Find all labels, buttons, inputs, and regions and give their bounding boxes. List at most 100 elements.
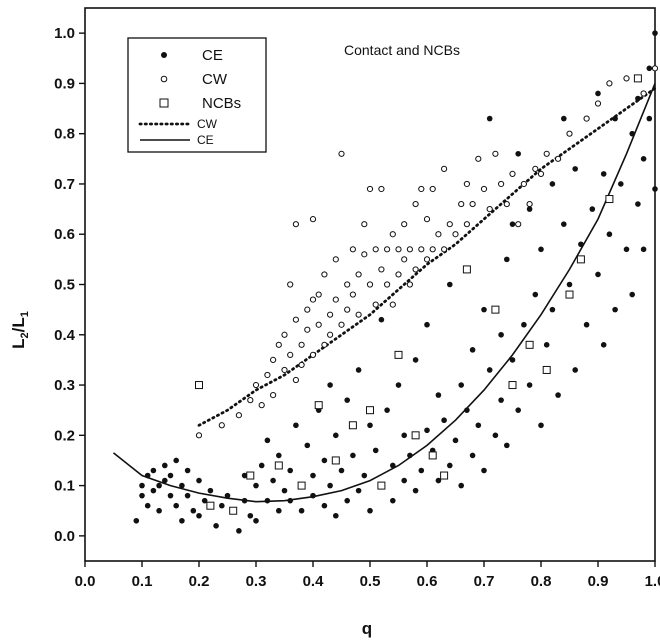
point-ce bbox=[635, 201, 641, 207]
point-cw bbox=[304, 306, 311, 313]
point-ce bbox=[623, 246, 630, 253]
point-cw bbox=[452, 231, 459, 238]
legend-label-ce: CE bbox=[197, 133, 214, 147]
point-cw bbox=[389, 301, 396, 308]
point-ce bbox=[572, 166, 578, 172]
y-tick-label: 0.7 bbox=[54, 176, 75, 193]
chart-annotation: Contact and NCBs bbox=[344, 42, 460, 58]
point-ce bbox=[555, 392, 561, 398]
point-cw bbox=[298, 341, 305, 348]
legend-label-ncbs: NCBs bbox=[202, 95, 241, 112]
point-cw bbox=[321, 271, 328, 278]
point-ce bbox=[486, 367, 493, 373]
point-ce bbox=[190, 507, 197, 514]
point-ncbs bbox=[491, 305, 500, 314]
point-ce bbox=[196, 477, 202, 484]
point-cw bbox=[332, 256, 339, 263]
point-ncbs bbox=[348, 421, 357, 430]
point-ce bbox=[338, 467, 345, 474]
x-tick-label: 0.2 bbox=[189, 573, 210, 590]
point-cw bbox=[292, 376, 299, 384]
point-cw bbox=[292, 221, 299, 228]
point-ce bbox=[264, 497, 271, 504]
point-cw bbox=[275, 341, 282, 348]
point-ce bbox=[207, 487, 214, 494]
point-cw bbox=[509, 170, 516, 177]
point-ce bbox=[150, 487, 157, 494]
point-cw bbox=[566, 130, 573, 137]
point-ncbs bbox=[576, 255, 585, 264]
point-ce bbox=[578, 241, 584, 248]
point-ce bbox=[201, 497, 208, 504]
point-cw bbox=[309, 351, 317, 358]
point-ce bbox=[509, 357, 516, 363]
point-cw bbox=[292, 316, 299, 323]
point-cw bbox=[389, 231, 396, 238]
x-tick-label: 0.0 bbox=[75, 573, 96, 590]
point-cw bbox=[327, 331, 334, 338]
point-cw bbox=[532, 165, 539, 172]
point-ncbs bbox=[565, 290, 574, 299]
point-ce bbox=[515, 150, 521, 157]
point-cw bbox=[344, 306, 351, 313]
point-ce bbox=[475, 422, 482, 429]
x-tick-label: 0.1 bbox=[132, 573, 153, 590]
point-cw bbox=[270, 392, 277, 399]
point-ce bbox=[355, 487, 362, 494]
point-cw bbox=[355, 271, 362, 278]
point-ncbs bbox=[428, 451, 437, 460]
y-tick-label: 0.4 bbox=[54, 327, 76, 344]
point-cw bbox=[463, 180, 470, 188]
point-ce bbox=[281, 487, 288, 494]
point-ce bbox=[600, 342, 607, 348]
point-cw bbox=[435, 231, 442, 238]
point-ce bbox=[498, 331, 504, 338]
point-ncbs bbox=[297, 481, 306, 490]
point-cw bbox=[309, 296, 317, 303]
point-ce bbox=[327, 482, 333, 489]
point-ce bbox=[629, 291, 635, 298]
point-ncbs bbox=[206, 501, 215, 510]
point-cw bbox=[372, 301, 379, 308]
y-axis-label-sub2: 1 bbox=[19, 311, 31, 317]
point-ce bbox=[276, 452, 282, 459]
point-cw bbox=[315, 291, 322, 298]
y-tick-label: 0.5 bbox=[54, 277, 75, 294]
point-ce bbox=[595, 90, 601, 97]
point-ce bbox=[526, 382, 533, 388]
point-ce bbox=[612, 306, 618, 313]
x-tick-label: 0.5 bbox=[360, 573, 381, 590]
point-ce bbox=[635, 95, 641, 102]
point-cw bbox=[332, 296, 339, 303]
point-cw bbox=[412, 266, 419, 273]
legend-label-ce: CE bbox=[202, 47, 223, 64]
point-ce bbox=[538, 246, 544, 253]
point-ce bbox=[481, 306, 487, 313]
point-ce bbox=[469, 452, 476, 459]
point-ce bbox=[395, 382, 402, 388]
point-ce bbox=[435, 392, 442, 398]
point-ncbs bbox=[377, 481, 386, 490]
point-cw bbox=[503, 200, 510, 208]
point-ce bbox=[333, 432, 339, 439]
point-cw bbox=[361, 251, 368, 258]
point-cw bbox=[247, 397, 254, 404]
point-ce bbox=[344, 397, 351, 403]
point-cw bbox=[446, 221, 453, 228]
point-ce bbox=[241, 497, 248, 504]
point-ce bbox=[247, 512, 254, 519]
point-cw bbox=[338, 150, 345, 157]
point-ce bbox=[418, 467, 425, 474]
point-ce bbox=[509, 221, 516, 227]
point-ce bbox=[595, 271, 601, 278]
point-ce bbox=[447, 281, 453, 288]
point-cw bbox=[344, 281, 351, 288]
point-ce bbox=[543, 342, 550, 348]
point-cw bbox=[264, 371, 271, 379]
point-cw bbox=[395, 271, 402, 278]
x-tick-label: 1.0 bbox=[645, 573, 660, 590]
point-ce bbox=[241, 472, 248, 479]
point-ce bbox=[258, 462, 265, 469]
point-ce bbox=[287, 467, 294, 474]
